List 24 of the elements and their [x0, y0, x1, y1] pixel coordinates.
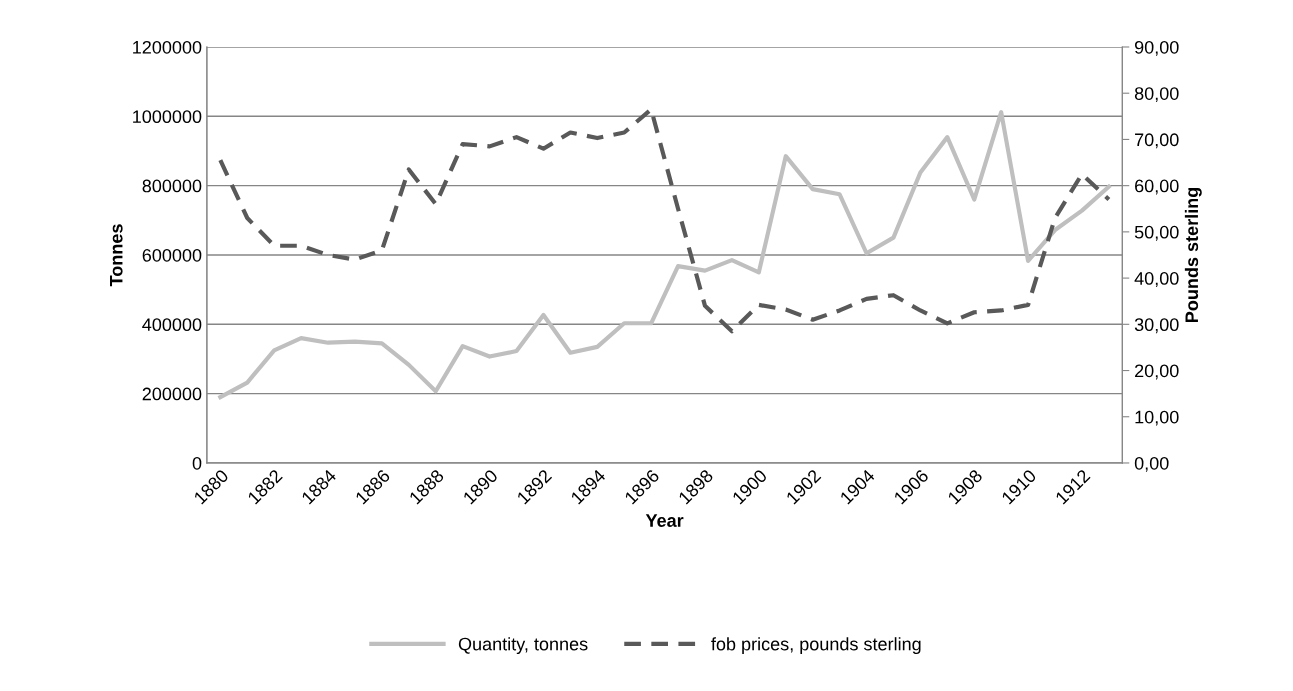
- y-tick-label: 1000000: [133, 110, 202, 124]
- y2-tick-label: 30,00: [1134, 318, 1179, 334]
- y2-tick-label: 70,00: [1135, 133, 1179, 149]
- y-tick-label: 800000: [142, 179, 202, 193]
- y2-tick-label: 40,00: [1134, 272, 1179, 287]
- y2-tick-label: 50,00: [1134, 225, 1179, 241]
- y-tick-label: 600000: [142, 248, 202, 262]
- line-series: [218, 107, 1111, 334]
- y-tick-label: 1200000: [133, 40, 202, 54]
- y-axis-title: Tonnes: [110, 224, 123, 287]
- y2-tick-label: 90,00: [1134, 40, 1179, 56]
- line-series: [218, 110, 1111, 400]
- y-tick-label: 400000: [142, 318, 202, 332]
- y2-tick-label: 10,00: [1135, 410, 1179, 426]
- x-axis-title: Year: [645, 514, 684, 527]
- y2-tick-label: 0,00: [1134, 456, 1169, 472]
- y2-axis-title: Pounds sterling: [1184, 187, 1202, 322]
- y2-tick-label: 80,00: [1134, 87, 1179, 103]
- y2-tick-label: 20,00: [1135, 364, 1179, 380]
- legend-label: Quantity, tonnes: [458, 637, 588, 655]
- y-tick-label: 200000: [142, 387, 202, 401]
- y-tick-label: 0: [192, 456, 202, 470]
- y2-tick-label: 60,00: [1135, 179, 1179, 195]
- legend-label: fob prices, pounds sterling: [711, 637, 921, 655]
